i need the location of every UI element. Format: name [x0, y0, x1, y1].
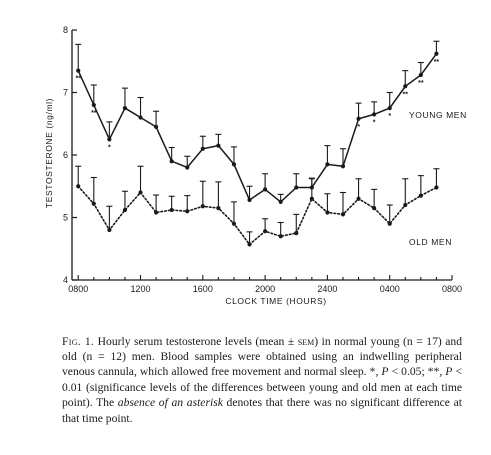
data-point-young: [247, 197, 252, 203]
series-line-young: [77, 53, 438, 203]
error-bars: [75, 40, 440, 245]
data-point-old: [340, 212, 346, 217]
y-tick-label: 4: [63, 275, 68, 285]
data-point-old: [418, 193, 423, 198]
caption-text-4: < 0.01 (significance levels of the diffe…: [62, 365, 462, 410]
series-label-old-men: OLD MEN: [409, 237, 452, 247]
data-point-old: [216, 206, 221, 211]
data-point-old: [138, 190, 143, 195]
data-point-young: [294, 185, 299, 190]
x-axis-ticks: 0800 1200 1600 2000 2400 0400 0800: [68, 275, 462, 294]
data-point-old: [325, 210, 330, 215]
caption-sem-abbrev: sem: [297, 334, 315, 348]
data-point-old: [169, 207, 174, 213]
caption-p-symbol-2: P: [445, 365, 453, 379]
caption-text-3: < 0.05; **,: [388, 365, 446, 379]
data-point-old: [153, 210, 159, 215]
data-point-old: [247, 242, 252, 247]
caption-text-1: Hourly serum testosterone levels (mean ±: [94, 334, 298, 348]
figure-caption: Fig. 1. Hourly serum testosterone levels…: [62, 334, 462, 426]
significance-marker: *: [357, 124, 360, 131]
data-point-young: [309, 185, 314, 190]
data-point-young: [138, 115, 143, 120]
data-point-young: [372, 112, 377, 117]
data-point-old: [309, 196, 314, 201]
data-point-young: [325, 162, 330, 167]
y-tick-label: 5: [63, 213, 68, 223]
data-point-old: [278, 234, 283, 239]
data-point-old: [372, 206, 377, 211]
data-point-old: [387, 221, 392, 226]
data-point-old: [403, 202, 408, 208]
data-point-young: [340, 164, 346, 169]
data-point-old: [200, 204, 205, 209]
series-label-young-men: YOUNG MEN: [409, 110, 467, 120]
x-tick-label: 1200: [131, 284, 151, 294]
data-point-old: [434, 185, 439, 190]
data-point-old: [263, 229, 268, 234]
data-point-young: [200, 146, 205, 151]
significance-marker: *: [373, 119, 376, 126]
y-axis-ticks: 4 5 6 7 8: [63, 25, 77, 285]
data-point-young: [278, 199, 283, 204]
significance-marker: *: [108, 144, 111, 151]
data-point-young: [434, 51, 439, 56]
data-point-young: [169, 159, 174, 164]
data-point-young: [231, 162, 237, 167]
data-point-young: [122, 106, 128, 111]
significance-marker: **: [434, 59, 440, 66]
x-tick-label: 0800: [68, 284, 88, 294]
significance-marker: **: [76, 76, 82, 83]
data-point-old: [231, 221, 237, 226]
y-axis-title: TESTOSTERONE (ng/ml): [44, 98, 54, 208]
series-lines: [77, 53, 438, 246]
data-point-young: [91, 102, 96, 108]
data-point-young: [418, 72, 423, 78]
x-axis-title: CLOCK TIME (HOURS): [225, 296, 326, 306]
data-point-young: [185, 165, 190, 170]
data-point-old: [122, 207, 128, 213]
significance-marker: **: [91, 110, 97, 117]
y-tick-label: 8: [63, 25, 68, 35]
data-point-young: [387, 106, 392, 111]
axes: [71, 30, 452, 281]
caption-text-5: denotes that there was no significant di…: [62, 396, 462, 425]
data-points: [76, 51, 439, 247]
x-tick-label: 2400: [317, 284, 337, 294]
caption-text-2: ) in normal young (n = 17) and old (n = …: [62, 334, 463, 379]
data-point-young: [153, 124, 159, 129]
data-point-old: [91, 201, 96, 206]
y-tick-label: 7: [63, 88, 68, 98]
data-point-old: [185, 209, 190, 214]
data-point-old: [294, 231, 299, 236]
data-point-old: [76, 184, 81, 189]
data-point-young: [263, 187, 268, 192]
significance-marker: **: [418, 80, 424, 87]
x-tick-label: 0400: [380, 284, 400, 294]
data-point-young: [76, 68, 81, 73]
data-point-old: [107, 227, 112, 233]
y-tick-label: 6: [63, 150, 68, 160]
x-tick-label: 2000: [255, 284, 275, 294]
data-point-old: [356, 196, 361, 201]
x-tick-label: 1600: [193, 284, 213, 294]
data-point-young: [403, 84, 408, 89]
data-point-young: [356, 116, 361, 121]
series-line-old: [77, 185, 438, 246]
data-point-young: [216, 143, 221, 148]
caption-italic-phrase: absence of an asterisk: [117, 396, 223, 410]
data-point-young: [107, 137, 112, 142]
x-tick-label: 0800: [442, 284, 462, 294]
caption-p-symbol-1: P: [381, 365, 389, 379]
significance-marker: *: [388, 113, 391, 120]
figure-label: Fig. 1.: [62, 334, 95, 348]
significance-marker: **: [403, 91, 409, 98]
significance-markers: **************: [76, 59, 440, 152]
